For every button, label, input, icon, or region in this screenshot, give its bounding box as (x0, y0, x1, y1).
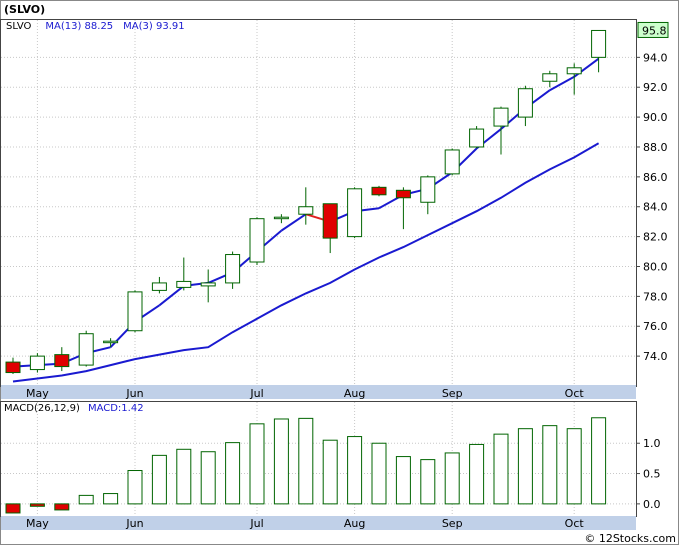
candle-body (298, 206, 314, 215)
price-tick-label: 74.0 (643, 350, 668, 363)
candle-body (566, 67, 582, 75)
price-tick-label: 80.0 (643, 260, 668, 273)
chart-title: (SLVO) (4, 3, 45, 16)
candle-body (322, 203, 338, 239)
macd-bar (151, 454, 167, 505)
macd-tick-label: 1.0 (643, 437, 661, 450)
macd-bar (273, 418, 289, 505)
candle-body (103, 340, 119, 344)
macd-bar (322, 439, 338, 505)
price-panel-frame (0, 19, 637, 387)
price-month-label: Aug (344, 387, 365, 400)
macd-month-label: Jun (125, 517, 143, 530)
candle-body (29, 355, 45, 371)
candle-body (249, 218, 265, 263)
macd-panel-frame (0, 401, 637, 517)
price-tick-label: 88.0 (643, 141, 668, 154)
candle-body (54, 354, 70, 368)
macd-month-label: Jul (249, 517, 263, 530)
macd-bar (127, 470, 143, 505)
macd-bar (420, 459, 436, 505)
candle-body (200, 282, 216, 287)
macd-bar (395, 456, 411, 505)
macd-bar (5, 503, 21, 514)
last-price-label: 95.8 (642, 24, 667, 37)
macd-bar (176, 448, 192, 505)
price-month-band (1, 385, 636, 399)
macd-bar (347, 436, 363, 505)
candle-body (347, 188, 363, 238)
ma3-line-segment (280, 213, 307, 232)
macd-bar (591, 417, 607, 505)
macd-month-band (1, 516, 636, 530)
macd-month-label: Oct (565, 517, 585, 530)
macd-bar (542, 425, 558, 505)
price-tick-label: 86.0 (643, 171, 668, 184)
ma3-line-segment (158, 285, 185, 307)
candle-body (225, 254, 241, 284)
candle-body (371, 186, 387, 196)
candle-body (273, 216, 289, 220)
footer-credit: © 12Stocks.com (584, 532, 676, 545)
macd-bar (469, 443, 485, 505)
ma3-line-segment (549, 75, 575, 92)
macd-tick-label: 0.0 (643, 498, 661, 511)
candle-body (5, 361, 21, 374)
price-tick-label: 78.0 (643, 290, 668, 303)
candle-body (127, 291, 143, 332)
price-tick-label: 90.0 (643, 111, 668, 124)
macd-legend: MACD(26,12,9) MACD:1.42 (4, 403, 144, 414)
price-tick-label: 76.0 (643, 320, 668, 333)
candle-body (542, 73, 558, 82)
macd-bar (29, 503, 45, 507)
candle-body (444, 149, 460, 175)
macd-bar (103, 493, 119, 505)
candle-body (469, 128, 485, 148)
candle-body (420, 176, 436, 203)
price-month-label: Oct (565, 387, 585, 400)
price-legend: SLVO MA(13) 88.25 MA(3) 93.91 (6, 21, 185, 32)
ma13-line (12, 142, 600, 383)
macd-bar (444, 452, 460, 505)
macd-bar (200, 451, 216, 505)
macd-bar (566, 428, 582, 505)
price-month-label: Sep (442, 387, 463, 400)
macd-bar (225, 442, 241, 505)
macd-month-label: Aug (344, 517, 365, 530)
macd-bar (517, 428, 533, 505)
candle-body (517, 88, 533, 118)
macd-bar (54, 503, 70, 511)
macd-month-label: Sep (442, 517, 463, 530)
candle-body (591, 29, 607, 58)
macd-tick-label: 0.5 (643, 468, 661, 481)
candle-body (176, 280, 192, 288)
price-tick-label: 82.0 (643, 231, 668, 244)
candle-body (493, 107, 509, 127)
last-price-box (637, 21, 669, 38)
macd-bar (78, 494, 94, 505)
price-tick-label: 84.0 (643, 201, 668, 214)
macd-bar (298, 417, 314, 505)
macd-bar (371, 442, 387, 505)
macd-month-label: May (26, 517, 49, 530)
candle-body (151, 282, 167, 291)
price-tick-label: 94.0 (643, 51, 668, 64)
macd-bar (249, 423, 265, 505)
candle-body (78, 333, 94, 366)
price-tick-label: 92.0 (643, 81, 668, 94)
price-month-label: May (26, 387, 49, 400)
candle-body (395, 189, 411, 199)
price-month-label: Jun (125, 387, 143, 400)
price-month-label: Jul (249, 387, 263, 400)
macd-bar (493, 433, 509, 505)
